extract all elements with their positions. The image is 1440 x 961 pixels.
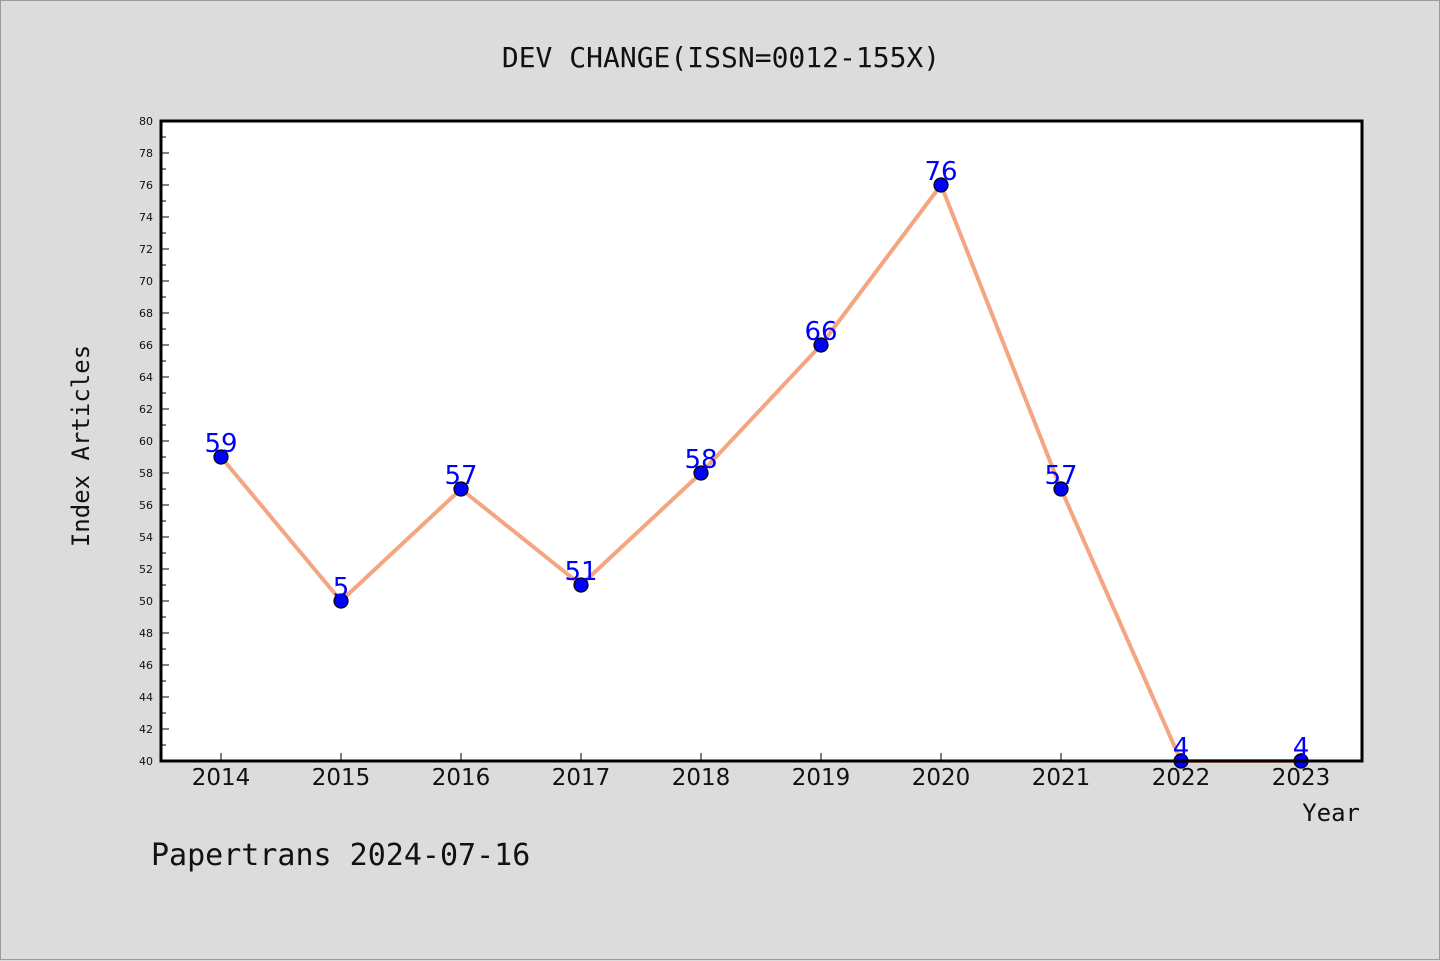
series-group: 59 5 57 51 58 66 76 57 4 4 xyxy=(204,157,1310,769)
y-tick-label: 54 xyxy=(139,531,153,544)
data-label: 58 xyxy=(684,445,717,475)
x-tick-label: 2018 xyxy=(672,765,731,791)
x-axis-label: Year xyxy=(1302,799,1360,827)
data-point xyxy=(813,337,829,353)
y-tick-label: 74 xyxy=(139,211,153,224)
y-tick-label: 52 xyxy=(139,563,153,576)
y-tick-label: 66 xyxy=(139,339,153,352)
data-point xyxy=(333,593,349,609)
plot-area xyxy=(161,121,1362,761)
plot-frame xyxy=(159,119,1364,763)
x-axis-ticks: 2014 2015 2016 2017 2018 2019 2020 2021 2022 2023 xyxy=(192,753,1331,791)
data-point xyxy=(1053,481,1069,497)
y-tick-label: 46 xyxy=(139,659,153,672)
data-point xyxy=(213,449,229,465)
data-label: 4 xyxy=(1293,733,1310,763)
y-axis-label: Index Articles xyxy=(67,345,95,547)
data-label: 76 xyxy=(924,157,957,187)
x-tick-label: 2022 xyxy=(1152,765,1211,791)
y-tick-label: 76 xyxy=(139,179,153,192)
x-tick-label: 2015 xyxy=(312,765,371,791)
y-tick-label: 50 xyxy=(139,595,153,608)
y-tick-label: 60 xyxy=(139,435,153,448)
y-tick-label: 70 xyxy=(139,275,153,288)
data-point xyxy=(573,577,589,593)
y-tick-label: 58 xyxy=(139,467,153,480)
y-tick-label: 48 xyxy=(139,627,153,640)
data-label: 51 xyxy=(564,557,597,587)
y-tick-label: 64 xyxy=(139,371,153,384)
y-tick-label: 68 xyxy=(139,307,153,320)
y-tick-label: 40 xyxy=(139,755,153,768)
data-label: 59 xyxy=(204,429,237,459)
x-tick-label: 2014 xyxy=(192,765,251,791)
x-tick-label: 2021 xyxy=(1032,765,1091,791)
y-axis-ticks: 40 42 44 46 48 50 52 54 56 58 60 62 64 66 68 70 72 74 76 78… xyxy=(139,115,169,768)
y-tick-label: 80 xyxy=(139,115,153,128)
x-tick-label: 2016 xyxy=(432,765,491,791)
data-label: 66 xyxy=(804,317,837,347)
y-tick-label: 56 xyxy=(139,499,153,512)
data-point xyxy=(693,465,709,481)
data-point xyxy=(933,177,949,193)
y-tick-label: 42 xyxy=(139,723,153,736)
x-tick-label: 2017 xyxy=(552,765,611,791)
x-tick-label: 2019 xyxy=(792,765,851,791)
data-label: 5 xyxy=(333,573,350,603)
footer-watermark: Papertrans 2024-07-16 xyxy=(151,838,530,873)
chart-title: DEV CHANGE(ISSN=0012-155X) xyxy=(502,41,940,74)
data-label: 57 xyxy=(444,461,477,491)
y-tick-label: 62 xyxy=(139,403,153,416)
y-tick-label: 44 xyxy=(139,691,153,704)
x-tick-label: 2023 xyxy=(1272,765,1331,791)
data-label: 4 xyxy=(1173,733,1190,763)
data-label: 57 xyxy=(1044,461,1077,491)
y-tick-label: 72 xyxy=(139,243,153,256)
data-point xyxy=(453,481,469,497)
y-tick-label: 78 xyxy=(139,147,153,160)
x-tick-label: 2020 xyxy=(912,765,971,791)
series-line xyxy=(219,183,1301,763)
